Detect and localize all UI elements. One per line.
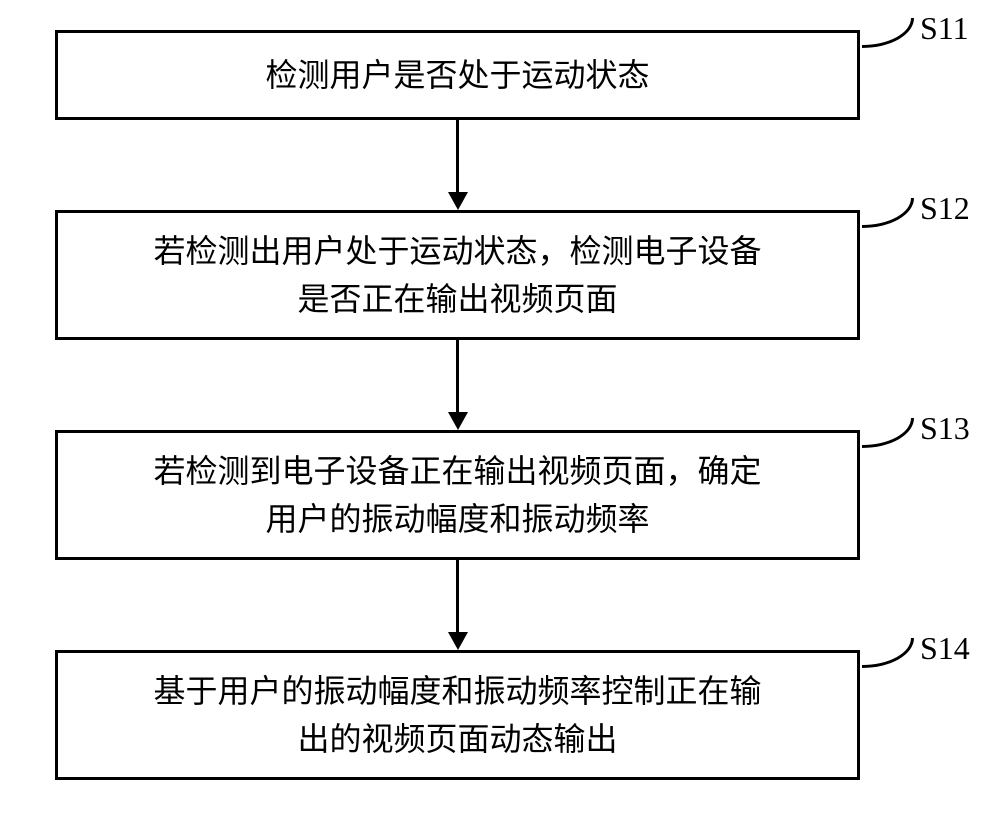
flow-step-s13: 若检测到电子设备正在输出视频页面，确定 用户的振动幅度和振动频率 (55, 430, 860, 560)
flow-step-s14: 基于用户的振动幅度和振动频率控制正在输 出的视频页面动态输出 (55, 650, 860, 780)
connector-s12 (862, 198, 914, 228)
arrow-head-icon (448, 412, 468, 430)
arrow-head-icon (448, 192, 468, 210)
flow-step-text: 若检测到电子设备正在输出视频页面，确定 用户的振动幅度和振动频率 (153, 447, 761, 543)
step-label-s13: S13 (920, 410, 970, 447)
arrow-s12-s13 (456, 340, 459, 412)
connector-s13 (862, 418, 914, 448)
connector-s14 (862, 638, 914, 668)
flow-step-text: 若检测出用户处于运动状态，检测电子设备 是否正在输出视频页面 (153, 227, 761, 323)
arrow-head-icon (448, 632, 468, 650)
flow-step-s12: 若检测出用户处于运动状态，检测电子设备 是否正在输出视频页面 (55, 210, 860, 340)
arrow-s11-s12 (456, 120, 459, 192)
connector-s11 (862, 18, 914, 48)
flow-step-s11: 检测用户是否处于运动状态 (55, 30, 860, 120)
step-label-s14: S14 (920, 630, 970, 667)
step-label-s12: S12 (920, 190, 970, 227)
flow-step-text: 检测用户是否处于运动状态 (265, 51, 649, 99)
flow-step-text: 基于用户的振动幅度和振动频率控制正在输 出的视频页面动态输出 (153, 667, 761, 763)
arrow-s13-s14 (456, 560, 459, 632)
step-label-s11: S11 (920, 10, 969, 47)
